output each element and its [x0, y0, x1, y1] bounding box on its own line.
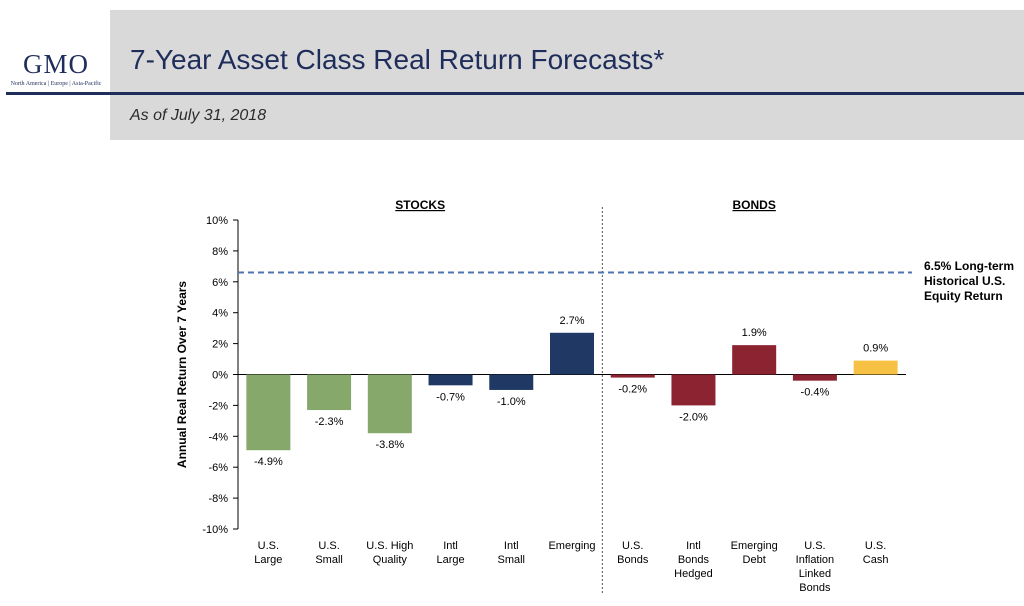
header-rule: [6, 92, 1024, 95]
bar-value-label: -3.8%: [375, 439, 404, 451]
reference-line-label: 6.5% Long-term Historical U.S. Equity Retu…: [924, 259, 1014, 303]
y-tick-label: 10%: [206, 215, 228, 227]
bar: [246, 374, 291, 451]
x-category-label: Emerging Debt: [731, 540, 778, 566]
x-category-label-line: U.S.: [318, 540, 339, 552]
y-tick-label: -8%: [208, 493, 228, 505]
x-category-label-line: Bonds: [799, 582, 831, 594]
x-category-label-line: Small: [315, 554, 343, 566]
x-category-label-line: U.S.: [622, 540, 643, 552]
bar-value-label: 2.7%: [559, 315, 584, 327]
bar-value-label: -0.7%: [436, 391, 465, 403]
y-tick-label: -6%: [208, 462, 228, 474]
x-category-label-line: Debt: [743, 554, 766, 566]
bar: [732, 345, 777, 375]
x-category-label: Emerging: [548, 540, 595, 552]
group-header-stocks: STOCKS: [395, 198, 445, 212]
reference-label-line: Historical U.S.: [924, 274, 1005, 288]
title-band: [110, 10, 1024, 94]
x-category-label: Intl Small: [498, 540, 526, 566]
bar: [671, 374, 716, 406]
group-header-bonds: BONDS: [733, 198, 776, 212]
y-tick-label: 6%: [212, 277, 228, 289]
x-category-label: U.S. Bonds: [617, 540, 649, 566]
y-tick-label: 4%: [212, 308, 228, 320]
bar-value-label: 1.9%: [742, 327, 767, 339]
x-category-label-line: Cash: [863, 554, 889, 566]
bar-value-label: -2.3%: [315, 416, 344, 428]
x-category-label-line: U.S.: [865, 540, 886, 552]
gmo-logo: GMO North America | Europe | Asia-Pacifi…: [6, 50, 106, 87]
x-category-label: U.S. Inflation Linked Bonds: [796, 540, 835, 594]
bar-value-label: -4.9%: [254, 456, 283, 468]
subtitle-band: [110, 95, 1024, 140]
x-category-label-line: Bonds: [678, 554, 710, 566]
x-category-label-line: U.S.: [258, 540, 279, 552]
x-category-label-line: Hedged: [674, 568, 713, 580]
x-category-label: U.S. High Quality: [366, 540, 413, 566]
bar-value-label: -2.0%: [679, 411, 708, 423]
y-tick-label: -2%: [208, 400, 228, 412]
x-category-label: Intl Bonds Hedged: [674, 540, 713, 580]
x-category-label-line: Linked: [799, 568, 831, 580]
page-title: 7-Year Asset Class Real Return Forecasts…: [130, 44, 665, 75]
reference-label-line: 6.5% Long-term: [924, 259, 1014, 273]
logo-regions: North America | Europe | Asia-Pacific: [10, 81, 102, 87]
logo-wordmark: GMO: [22, 49, 89, 79]
bar: [550, 332, 594, 375]
x-category-label-line: Quality: [373, 554, 408, 566]
x-category-label-line: Large: [436, 554, 464, 566]
y-tick-label: 0%: [212, 370, 228, 382]
bar: [610, 374, 655, 378]
x-category-label-line: U.S. High: [366, 540, 413, 552]
x-category-label-line: U.S.: [804, 540, 825, 552]
bar-value-label: -1.0%: [497, 396, 526, 408]
bar-value-label: -0.4%: [801, 387, 830, 399]
page-subtitle: As of July 31, 2018: [130, 107, 267, 124]
bar: [853, 360, 898, 375]
x-category-label-line: Emerging: [731, 540, 778, 552]
bar: [367, 374, 412, 434]
bar: [428, 374, 473, 386]
x-category-label-line: Intl: [686, 540, 701, 552]
x-category-label-line: Large: [254, 554, 282, 566]
bar-value-label: 0.9%: [863, 343, 888, 355]
x-category-label: U.S. Cash: [863, 540, 889, 566]
reference-label-line: Equity Return: [924, 289, 1003, 303]
y-axis-title: Annual Real Return Over 7 Years: [175, 281, 189, 469]
x-category-label-line: Emerging: [548, 540, 595, 552]
y-tick-label: 2%: [212, 339, 228, 351]
x-category-label: U.S. Small: [315, 540, 343, 566]
x-category-label: Intl Large: [436, 540, 464, 566]
bar: [792, 374, 837, 381]
bar: [307, 374, 352, 411]
y-tick-label: -10%: [202, 524, 228, 536]
x-category-label: U.S. Large: [254, 540, 282, 566]
x-category-label-line: Intl: [443, 540, 458, 552]
x-category-label-line: Bonds: [617, 554, 649, 566]
bar-value-label: -0.2%: [618, 384, 647, 396]
y-tick-label: -4%: [208, 431, 228, 443]
y-tick-label: 8%: [212, 246, 228, 258]
x-category-label-line: Inflation: [796, 554, 835, 566]
x-category-label-line: Small: [498, 554, 526, 566]
x-category-label-line: Intl: [504, 540, 519, 552]
bar: [489, 374, 534, 390]
